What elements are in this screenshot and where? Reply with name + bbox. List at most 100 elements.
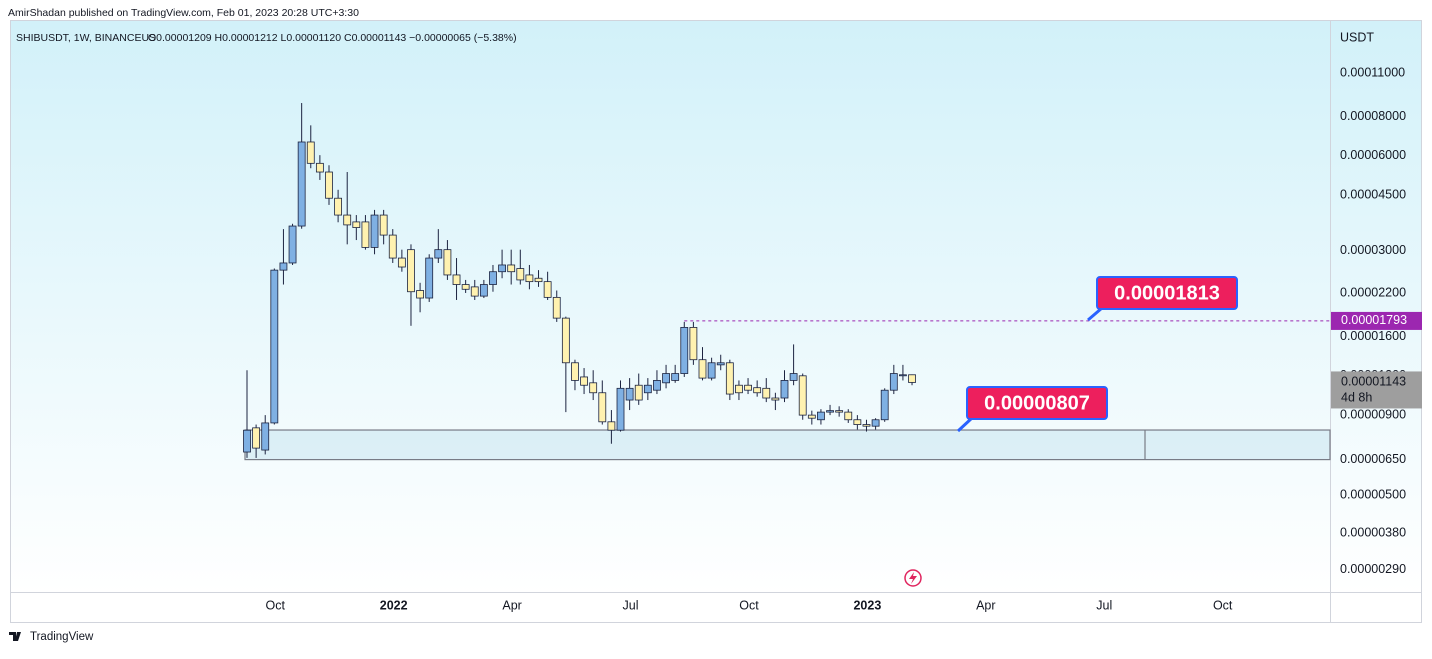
candle-body	[543, 281, 552, 298]
candle-body	[634, 384, 643, 401]
candle-body	[735, 384, 743, 394]
candle-body	[789, 373, 798, 381]
x-tick-label: Oct	[739, 598, 759, 612]
y-tick-label: 0.00003000	[1340, 243, 1406, 257]
x-tick-label: 2022	[380, 598, 408, 612]
candle-body	[425, 257, 434, 299]
x-tick-label: Oct	[266, 598, 286, 612]
candle-body	[725, 362, 734, 395]
candle-body	[252, 427, 261, 449]
candle-body	[753, 387, 762, 394]
candle-body	[470, 286, 479, 297]
callout-text: 0.00001813	[1114, 282, 1220, 304]
published-line: AmirShadan published on TradingView.com,…	[8, 7, 359, 19]
candles	[243, 103, 916, 458]
candle-body	[325, 171, 333, 199]
x-tick-label: Apr	[976, 598, 995, 612]
candle-body	[744, 384, 752, 391]
candle-body	[270, 269, 279, 424]
y-tick-label: 0.00002200	[1340, 285, 1406, 299]
countdown: 4d 8h	[1341, 391, 1372, 405]
callout-pointer	[956, 416, 974, 433]
candle-body	[370, 214, 379, 248]
candle-body	[498, 264, 506, 273]
y-tick-label: 0.00008000	[1340, 109, 1406, 123]
callout-pointer	[1087, 306, 1103, 322]
y-tick-label: 0.00011000	[1340, 65, 1405, 79]
candle-body	[288, 225, 297, 264]
x-tick-label: Jul	[1096, 598, 1112, 612]
candle-body	[407, 249, 415, 293]
candle-body	[434, 249, 443, 259]
y-tick-label: 0.00000380	[1340, 525, 1406, 539]
candle-body	[835, 410, 844, 413]
candle-body	[589, 382, 598, 394]
candle-body	[580, 376, 588, 386]
x-tick-label: 2023	[853, 598, 881, 612]
y-tick-label: 0.00000290	[1340, 562, 1406, 576]
y-tick-label: 0.00001600	[1340, 329, 1406, 343]
candle-body	[689, 326, 698, 361]
candle-body	[571, 362, 579, 381]
footer-text: TradingView	[30, 631, 94, 643]
x-tick-label: Oct	[1213, 598, 1233, 612]
y-tick-label: 0.00000500	[1340, 488, 1406, 502]
x-tick-label: Apr	[502, 598, 521, 612]
candle-body	[416, 290, 424, 299]
candle-body	[762, 387, 771, 399]
zone-layer	[244, 429, 1331, 461]
candle-body	[798, 375, 807, 416]
y-tick-label: 0.00000900	[1340, 407, 1406, 421]
candle-body	[534, 277, 543, 283]
event-icon	[904, 569, 922, 587]
candle-body	[443, 249, 452, 276]
x-tick-label: Jul	[623, 598, 639, 612]
candle-body	[826, 410, 834, 413]
candle-body	[306, 141, 315, 164]
candle-body	[507, 264, 516, 273]
candle-body	[479, 284, 488, 297]
candle-body	[871, 419, 880, 427]
candle-body	[707, 362, 716, 379]
candle-body	[352, 221, 361, 228]
candle-body	[279, 262, 288, 271]
candle-body	[817, 411, 825, 421]
candle-body	[671, 373, 680, 381]
candle-body	[853, 419, 862, 425]
callout: 0.00000807	[956, 386, 1108, 433]
candle-body	[716, 362, 725, 366]
candle-body	[552, 296, 561, 319]
level-price-label: 0.00001793	[1341, 313, 1407, 327]
candle-body	[489, 271, 497, 285]
candle-body	[334, 197, 343, 216]
candle-body	[397, 257, 406, 268]
candle-body	[452, 274, 461, 285]
candle-body	[680, 326, 689, 374]
candle-body	[862, 424, 871, 427]
candle-body	[899, 374, 907, 377]
y-tick-label: 0.00004500	[1340, 187, 1406, 201]
candle-body	[461, 284, 470, 290]
y-tick-label: 0.00006000	[1340, 148, 1406, 162]
candle-body	[616, 387, 625, 431]
candle-body	[771, 397, 780, 401]
callout-box	[966, 386, 1108, 420]
candle-body	[315, 162, 324, 173]
candle-body	[379, 214, 388, 236]
y-tick-label: 0.00000650	[1340, 452, 1406, 466]
candle-body	[525, 274, 534, 283]
candle-body	[243, 429, 251, 453]
candle-body	[889, 373, 898, 391]
last-price-box	[1331, 371, 1422, 409]
candle-body	[516, 268, 525, 281]
callout-text: 0.00000807	[984, 392, 1090, 414]
candle-body	[361, 221, 370, 248]
ohlc-legend: O0.00001209 H0.00001212 L0.00001120 C0.0…	[148, 32, 517, 44]
candle-body	[625, 387, 634, 401]
candle-body	[780, 380, 789, 399]
candle-body	[880, 389, 889, 421]
symbol: SHIBUSDT, 1W, BINANCEUS	[16, 32, 156, 44]
candle-body	[698, 359, 707, 379]
